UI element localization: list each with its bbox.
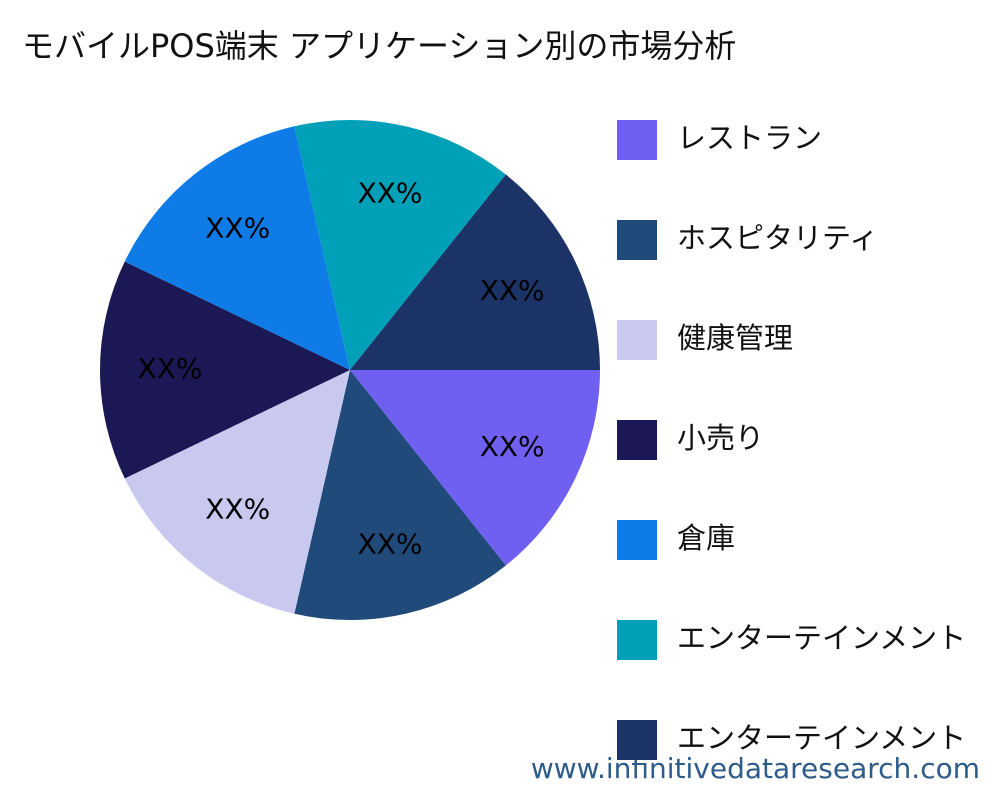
pie-slice bbox=[124, 126, 350, 370]
slice-label: XX% bbox=[358, 177, 423, 210]
slice-label: XX% bbox=[138, 352, 203, 385]
slice-label: XX% bbox=[480, 274, 545, 307]
legend-swatch bbox=[617, 220, 657, 260]
pie-slice bbox=[294, 119, 506, 370]
legend-label: レストラン bbox=[677, 121, 822, 155]
legend-swatch bbox=[617, 720, 657, 760]
legend-label: 健康管理 bbox=[677, 321, 793, 355]
slice-label: XX% bbox=[358, 527, 423, 560]
pie-slice bbox=[350, 174, 600, 370]
pie-slice bbox=[350, 370, 600, 566]
legend-label: 倉庫 bbox=[677, 521, 735, 555]
slice-label: XX% bbox=[205, 211, 270, 244]
legend-swatch bbox=[617, 120, 657, 160]
legend-swatch bbox=[617, 420, 657, 460]
pie-slice bbox=[294, 370, 506, 621]
slice-label: XX% bbox=[205, 493, 270, 526]
legend-label: 小売り bbox=[677, 421, 764, 455]
legend-label: ホスピタリティ bbox=[677, 221, 878, 255]
legend-swatch bbox=[617, 620, 657, 660]
legend-swatch bbox=[617, 320, 657, 360]
chart-title: モバイルPOS端末 アプリケーション別の市場分析 bbox=[22, 27, 736, 65]
pie-slice bbox=[99, 261, 350, 479]
watermark: www.infinitivedataresearch.com bbox=[531, 752, 980, 785]
legend-label: エンターテインメント bbox=[677, 721, 966, 755]
slice-label: XX% bbox=[480, 430, 545, 463]
legend-swatch bbox=[617, 520, 657, 560]
legend-label: エンターテインメント bbox=[677, 621, 966, 655]
pie-slice bbox=[124, 370, 350, 614]
